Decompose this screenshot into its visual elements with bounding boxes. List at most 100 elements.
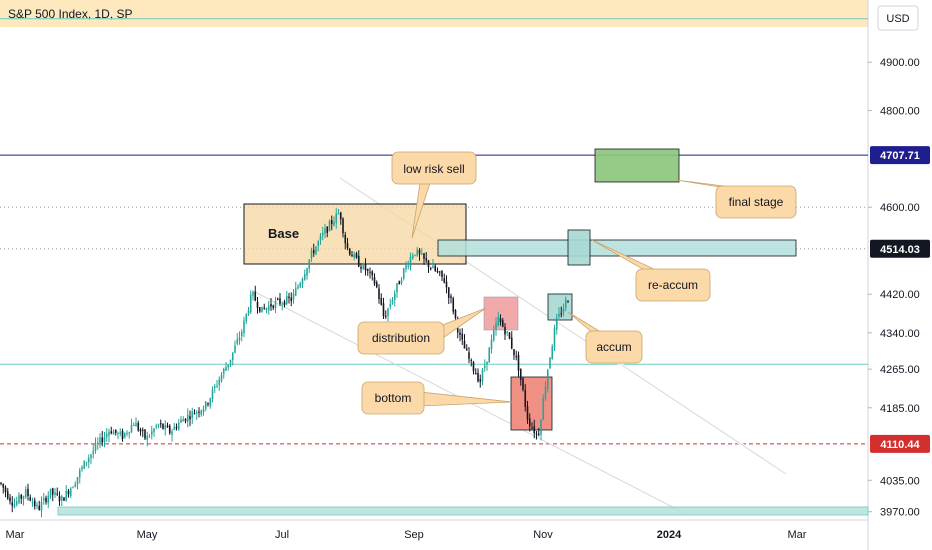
y-tick-label-2: 4185.00 [880, 403, 920, 415]
candle-body-142 [319, 235, 322, 241]
callout-low-risk-sell[interactable]: low risk sell [391, 151, 477, 239]
candle-body-64 [144, 429, 146, 439]
candle-body-235 [528, 418, 531, 427]
candle-body-155 [348, 248, 351, 255]
callout-label: final stage [729, 195, 784, 209]
candle-body-123 [276, 298, 279, 300]
candle-body-195 [438, 271, 441, 273]
x-tick-label-5: 2024 [657, 529, 682, 541]
candle-body-65 [146, 435, 149, 440]
y-tick-label-5: 4420.00 [880, 289, 920, 301]
candle-body-73 [164, 425, 167, 430]
candle-body-207 [465, 348, 468, 351]
candle-body-128 [288, 296, 290, 298]
candle-body-136 [306, 268, 308, 276]
candle-body-93 [209, 398, 212, 406]
candle-body-0 [0, 482, 2, 484]
callout-bottom[interactable]: bottom [361, 381, 513, 415]
candle-body-131 [294, 288, 297, 296]
candle-body-120 [270, 303, 272, 307]
top-band [0, 0, 868, 27]
candle-body-94 [211, 389, 214, 400]
final-stage-zone[interactable] [594, 148, 680, 183]
candle-body-29 [65, 490, 68, 501]
x-tick-label-6: Mar [788, 529, 807, 541]
callout-final-stage[interactable]: final stage [675, 179, 797, 219]
candle-body-236 [531, 427, 533, 429]
candle-body-77 [173, 426, 176, 431]
candle-body-32 [72, 487, 74, 489]
candle-body-183 [411, 255, 414, 259]
candle-body-7 [15, 501, 18, 505]
candle-body-219 [492, 330, 495, 341]
y-tick-label-6: 4600.00 [880, 202, 920, 214]
candle-body-129 [290, 297, 293, 302]
re-accum-zone[interactable] [567, 229, 591, 266]
candle-body-122 [274, 300, 277, 308]
candle-body-5 [11, 502, 14, 506]
callout-re-accum[interactable]: re-accum [591, 239, 711, 302]
candle-body-163 [366, 269, 369, 271]
price-tag-0 [870, 146, 930, 165]
candle-body-145 [326, 226, 329, 233]
candle-body-121 [272, 305, 275, 308]
candle-body-140 [315, 246, 317, 255]
candle-body-112 [252, 292, 254, 296]
candle-body-34 [76, 477, 79, 485]
x-tick-label-2: Jul [275, 529, 289, 541]
candle-body-69 [155, 425, 158, 428]
candle-body-189 [425, 258, 428, 261]
accum-zone[interactable] [547, 293, 573, 321]
bottom-band[interactable] [57, 506, 869, 516]
currency-button[interactable] [877, 5, 919, 31]
candle-body-83 [186, 414, 189, 422]
callout-distribution[interactable]: distribution [357, 307, 487, 355]
candle-body-109 [245, 313, 248, 322]
candle-body-144 [324, 228, 326, 234]
y-tick-label-0: 3970.00 [880, 507, 920, 519]
candle-body-115 [258, 307, 261, 312]
candle-body-63 [141, 430, 144, 432]
candle-body-36 [81, 466, 83, 470]
candle-body-51 [114, 429, 117, 433]
candle-body-212 [477, 372, 479, 382]
callout-label: low risk sell [403, 162, 464, 176]
candle-body-17 [38, 505, 41, 510]
price-axis[interactable] [868, 0, 932, 550]
candle-body-154 [346, 243, 349, 248]
candle-body-52 [117, 433, 119, 435]
price-tag-1 [870, 239, 930, 258]
candle-body-240 [540, 420, 542, 435]
candle-body-164 [369, 271, 371, 273]
candle-body-182 [409, 257, 412, 267]
candle-body-18 [40, 502, 43, 511]
candle-body-135 [303, 274, 306, 280]
candle-body-175 [393, 293, 396, 301]
candle-body-85 [191, 411, 194, 419]
candle-body-180 [405, 265, 407, 270]
candle-body-230 [517, 354, 520, 371]
candle-body-15 [33, 500, 36, 507]
candle-body-213 [479, 379, 482, 382]
candle-body-70 [157, 424, 160, 426]
candle-body-209 [470, 359, 473, 361]
candle-body-107 [240, 331, 243, 337]
candle-body-205 [461, 333, 464, 340]
candle-body-105 [236, 339, 239, 344]
candle-body-3 [6, 491, 9, 499]
candle-body-99 [222, 369, 225, 374]
candle-body-101 [227, 364, 230, 368]
candle-body-13 [29, 497, 32, 501]
candle-body-157 [353, 253, 356, 258]
resistance-band[interactable] [437, 239, 797, 257]
callout-box [361, 381, 425, 415]
candle-body-167 [375, 282, 378, 288]
price-tag-2 [870, 434, 930, 453]
callout-accum[interactable]: accum [567, 311, 643, 364]
candle-body-204 [459, 332, 461, 335]
candle-body-160 [360, 266, 362, 269]
candle-body-211 [474, 372, 477, 375]
candle-body-42 [94, 443, 97, 451]
candle-body-170 [382, 303, 385, 317]
